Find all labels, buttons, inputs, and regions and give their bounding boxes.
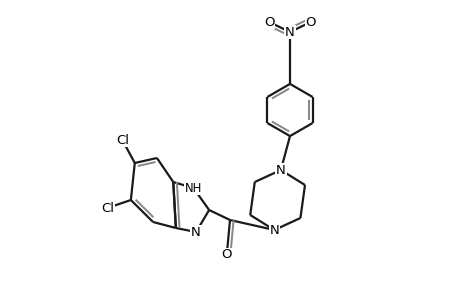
Text: N: N xyxy=(275,164,285,176)
Text: N: N xyxy=(191,226,201,238)
Text: NH: NH xyxy=(185,182,202,194)
Text: O: O xyxy=(221,248,231,262)
Text: O: O xyxy=(263,16,274,28)
Text: N: N xyxy=(269,224,279,236)
Text: N: N xyxy=(285,26,294,38)
Text: Cl: Cl xyxy=(116,134,129,146)
Text: O: O xyxy=(305,16,315,28)
Text: Cl: Cl xyxy=(101,202,114,214)
